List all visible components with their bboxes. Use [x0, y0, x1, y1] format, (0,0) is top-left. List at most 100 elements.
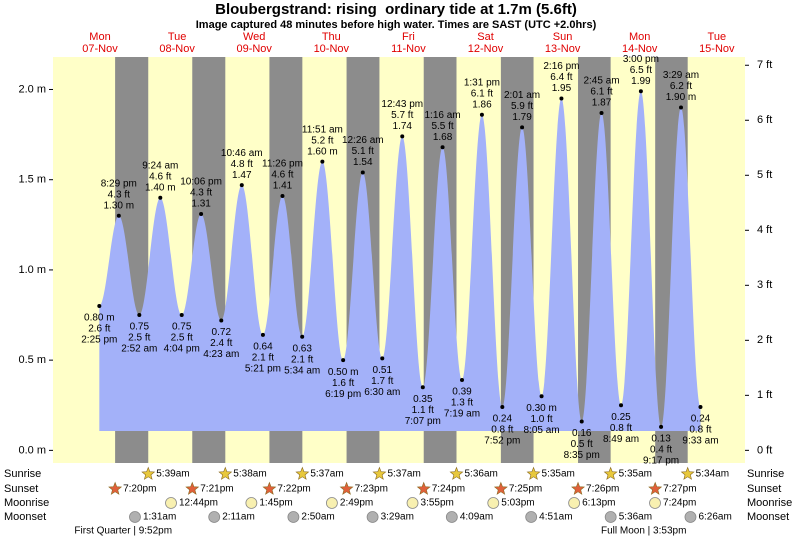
sunset-time: 7:21pm — [200, 484, 233, 495]
day-name: Sat — [477, 31, 494, 43]
day-date: 08-Nov — [159, 43, 195, 55]
day-date: 15-Nov — [699, 43, 735, 55]
tide-label: 8:49 am — [603, 434, 639, 445]
tide-point — [479, 112, 484, 117]
tide-label: 2.1 ft — [252, 353, 274, 364]
row-label: Moonrise — [747, 497, 792, 509]
tide-point — [137, 313, 142, 318]
sunset-time: 7:24pm — [432, 484, 465, 495]
moonset-time: 4:09am — [460, 512, 493, 523]
tide-point — [158, 195, 163, 200]
tide-label: 6.1 ft — [471, 88, 493, 99]
tide-label: 4.8 ft — [231, 159, 253, 170]
moonset-icon — [208, 511, 221, 523]
moon-phase: Full Moon | 3:53pm — [601, 526, 686, 537]
day-date: 12-Nov — [468, 43, 504, 55]
y2-tick-label: 5 ft — [757, 169, 772, 181]
tide-label: 7:52 pm — [484, 436, 520, 447]
moonrise-time: 12:44pm — [179, 498, 218, 509]
tide-label: 5:21 pm — [245, 364, 281, 375]
sunrise-icon — [680, 466, 695, 480]
tide-label: 9:17 pm — [643, 456, 679, 467]
tide-label: 1.40 m — [145, 182, 176, 193]
tide-label: 0.75 — [130, 322, 150, 333]
sunrise-time: 5:39am — [156, 469, 189, 480]
moonrise-icon — [487, 497, 500, 509]
moonset-time: 2:11am — [222, 512, 255, 523]
tide-label: 12:43 pm — [381, 99, 423, 110]
row-label: Moonset — [4, 511, 46, 523]
moon-phase: First Quarter | 9:52pm — [74, 526, 172, 537]
tide-label: 0.8 ft — [689, 425, 711, 436]
tide-label: 0.5 ft — [571, 439, 593, 450]
tide-label: 1.0 ft — [530, 414, 552, 425]
tide-label: 1.60 m — [307, 146, 338, 157]
moonrise-time: 7:24pm — [663, 498, 696, 509]
tide-label: 0.30 m — [526, 403, 557, 414]
y2-tick-label: 4 ft — [757, 224, 772, 236]
day-name: Wed — [243, 31, 265, 43]
moonrise-time: 1:45pm — [259, 498, 292, 509]
moonset-icon — [287, 511, 300, 523]
tide-label: 10:06 pm — [180, 177, 222, 188]
moonset-icon — [366, 511, 379, 523]
tide-label: 1:16 am — [424, 110, 460, 121]
day-name: Mon — [89, 31, 110, 43]
tide-label: 5:34 am — [284, 365, 320, 376]
sunrise-time: 5:38am — [233, 469, 266, 480]
tide-label: 0.72 — [212, 327, 232, 338]
day-date: 11-Nov — [391, 43, 426, 55]
day-name: Tue — [708, 31, 727, 43]
sunset-icon — [493, 481, 508, 495]
y2-tick-label: 6 ft — [757, 114, 772, 126]
tide-label: 0.50 m — [328, 367, 359, 378]
sunrise-icon — [449, 466, 464, 480]
moonset-icon — [445, 511, 458, 523]
tide-label: 2.5 ft — [128, 333, 150, 344]
moonrise-time: 5:03pm — [501, 498, 534, 509]
tide-label: 1.90 m — [666, 92, 697, 103]
tide-point — [341, 358, 346, 363]
sunrise-icon — [603, 466, 618, 480]
tide-label: 2.5 ft — [171, 333, 193, 344]
tide-label: 4.6 ft — [149, 171, 171, 182]
tide-label: 4:04 pm — [164, 344, 200, 355]
tide-label: 5.9 ft — [511, 101, 533, 112]
tide-point — [280, 193, 285, 198]
row-label: Sunset — [747, 483, 781, 495]
tide-point — [239, 183, 244, 188]
tide-point — [500, 405, 505, 410]
tide-label: 0.25 — [611, 412, 631, 423]
day-name: Fri — [402, 31, 415, 43]
chart-subtitle: Image captured 48 minutes before high wa… — [196, 19, 597, 31]
tide-label: 1.31 — [191, 199, 211, 210]
day-name: Mon — [629, 31, 650, 43]
tide-point — [199, 211, 204, 216]
tide-label: 2.1 ft — [291, 354, 313, 365]
tide-label: 0.51 — [373, 365, 393, 376]
y2-tick-label: 3 ft — [757, 279, 772, 291]
sunset-icon — [416, 481, 431, 495]
row-label: Moonrise — [4, 497, 49, 509]
tide-point — [219, 318, 224, 323]
y-tick-label: 2.0 m — [18, 83, 46, 95]
tide-label: 6:19 pm — [325, 389, 361, 400]
tide-label: 0.24 — [691, 414, 711, 425]
tide-point — [320, 159, 325, 164]
tide-label: 0.16 — [572, 428, 592, 439]
sunset-time: 7:25pm — [509, 484, 542, 495]
tide-point — [400, 134, 405, 139]
sunrise-icon — [526, 466, 541, 480]
tide-point — [619, 403, 624, 408]
moonrise-icon — [568, 497, 581, 509]
moonset-time: 2:50am — [301, 512, 334, 523]
tide-label: 3:29 am — [663, 70, 699, 81]
row-label: Moonset — [747, 511, 789, 523]
tide-label: 0.24 — [493, 414, 513, 425]
tide-label: 0.80 m — [84, 313, 115, 324]
tide-point — [539, 394, 544, 399]
tide-label: 4.3 ft — [108, 189, 130, 200]
sunrise-icon — [141, 466, 156, 480]
tide-label: 2:01 am — [504, 90, 540, 101]
moonrise-icon — [165, 497, 177, 509]
